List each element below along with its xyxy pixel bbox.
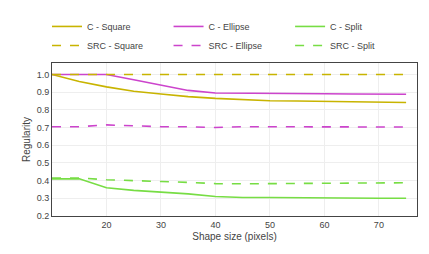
svg-text:20: 20 bbox=[101, 220, 111, 230]
svg-text:SRC - Split: SRC - Split bbox=[330, 41, 375, 51]
svg-text:C - Square: C - Square bbox=[87, 22, 131, 32]
svg-text:SRC - Square: SRC - Square bbox=[87, 41, 143, 51]
svg-text:0.8: 0.8 bbox=[37, 105, 50, 115]
svg-text:SRC - Ellipse: SRC - Ellipse bbox=[209, 41, 263, 51]
svg-text:0.3: 0.3 bbox=[37, 193, 50, 203]
svg-text:Shape size (pixels): Shape size (pixels) bbox=[192, 231, 276, 242]
svg-text:0.6: 0.6 bbox=[37, 140, 50, 150]
svg-text:40: 40 bbox=[210, 220, 220, 230]
svg-text:30: 30 bbox=[156, 220, 166, 230]
svg-text:50: 50 bbox=[265, 220, 275, 230]
svg-text:0.9: 0.9 bbox=[37, 87, 50, 97]
svg-text:0.5: 0.5 bbox=[37, 158, 50, 168]
svg-text:C - Split: C - Split bbox=[330, 22, 363, 32]
svg-text:0.4: 0.4 bbox=[37, 176, 50, 186]
svg-text:Regularity: Regularity bbox=[21, 117, 32, 162]
svg-text:0.7: 0.7 bbox=[37, 123, 50, 133]
svg-text:70: 70 bbox=[374, 220, 384, 230]
svg-text:C - Ellipse: C - Ellipse bbox=[209, 22, 250, 32]
svg-text:1.0: 1.0 bbox=[37, 70, 50, 80]
svg-text:0.2: 0.2 bbox=[37, 211, 50, 221]
svg-text:60: 60 bbox=[319, 220, 329, 230]
